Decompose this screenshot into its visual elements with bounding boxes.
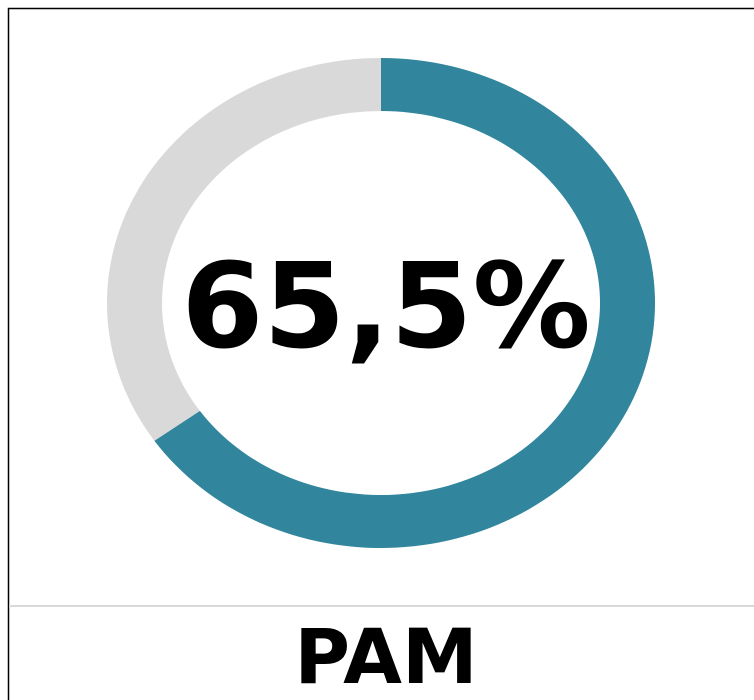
donut bbox=[107, 58, 656, 548]
center-label: 65,5% bbox=[181, 237, 590, 375]
chart-title: PAM bbox=[294, 612, 477, 700]
donut-segment bbox=[107, 58, 381, 441]
